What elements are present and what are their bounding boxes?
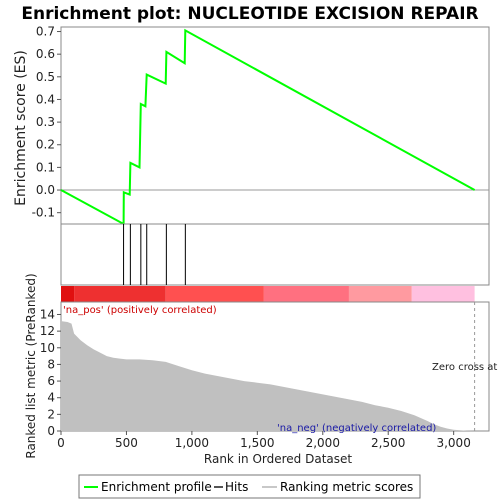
- colorbar-band: [348, 286, 412, 302]
- x-tick-label: 2,500: [371, 436, 405, 450]
- metric-y-axis-label: Ranked list metric (PreRanked): [24, 273, 38, 458]
- es-y-tick-label: 0.1: [36, 160, 55, 174]
- es-y-tick-label: 0.4: [36, 92, 55, 106]
- x-axis-label: Rank in Ordered Dataset: [204, 452, 352, 466]
- metric-y-tick-label: 0: [47, 424, 55, 438]
- x-tick-label: 0: [57, 436, 65, 450]
- enrichment-profile-line: [60, 28, 476, 226]
- colorbar-band: [74, 286, 166, 302]
- legend-metric-label: Ranking metric scores: [280, 480, 413, 494]
- metric-y-axis: 0 2 4 6 8 10 12 14: [40, 307, 61, 438]
- negative-correlation-label: 'na_neg' (negatively correlated): [277, 423, 436, 434]
- positive-correlation-label: 'na_pos' (positively correlated): [63, 305, 217, 316]
- rank-colorbar: [61, 286, 475, 302]
- hits-frame: [60, 223, 490, 286]
- legend-box: [78, 474, 421, 499]
- legend-profile-label: Enrichment profile: [101, 480, 212, 494]
- es-y-tick-label: 0.6: [36, 47, 55, 61]
- metric-y-tick-label: 6: [47, 374, 55, 388]
- hit-lines: [123, 224, 186, 285]
- hits-panel: [60, 223, 490, 286]
- x-tick-label: 2,000: [306, 436, 340, 450]
- colorbar-band: [263, 286, 349, 302]
- es-y-tick-label: 0.7: [36, 25, 55, 39]
- chart-title: Enrichment plot: NUCLEOTIDE EXCISION REP…: [21, 4, 478, 24]
- ranked-metric-panel: 0 2 4 6 8 10 12 14 0 500 1,000 1,500 2,000 2,500 3,00…: [24, 273, 500, 466]
- es-y-tick-label: 0.2: [36, 138, 55, 152]
- zero-cross-label: Zero cross at 3: [432, 362, 500, 373]
- es-y-tick-label: 0.3: [36, 115, 55, 129]
- colorbar-band: [165, 286, 264, 302]
- legend-hits-label: Hits: [225, 480, 248, 494]
- enrichment-score-panel: -0.1 0.0 0.1 0.2 0.3 0.4 0.5 0.6 0.7 Enrichment …: [13, 25, 490, 226]
- es-y-axis-label: Enrichment score (ES): [13, 50, 29, 206]
- x-tick-label: 500: [115, 436, 138, 450]
- es-y-tick-label: -0.1: [32, 206, 55, 220]
- metric-y-tick-label: 12: [40, 324, 55, 338]
- metric-y-tick-label: 14: [40, 307, 55, 321]
- x-tick-label: 1,500: [240, 436, 274, 450]
- ranking-metric-area: [61, 321, 475, 431]
- x-tick-label: 3,000: [436, 436, 470, 450]
- es-y-tick-label: 0.0: [36, 183, 55, 197]
- metric-y-tick-label: 10: [40, 341, 55, 355]
- legend: Enrichment profile Hits Ranking metric s…: [78, 474, 421, 499]
- metric-y-tick-label: 2: [47, 407, 55, 421]
- es-plot-frame: [60, 26, 490, 225]
- metric-x-axis: 0 500 1,000 1,500 2,000 2,500 3,000: [57, 431, 471, 450]
- es-y-tick-label: 0.5: [36, 70, 55, 84]
- es-y-axis: -0.1 0.0 0.1 0.2 0.3 0.4 0.5 0.6 0.7: [32, 25, 61, 220]
- colorbar-band: [61, 286, 75, 302]
- metric-y-tick-label: 4: [47, 391, 55, 405]
- metric-y-tick-label: 8: [47, 357, 55, 371]
- colorbar-band: [411, 286, 475, 302]
- x-tick-label: 1,000: [175, 436, 209, 450]
